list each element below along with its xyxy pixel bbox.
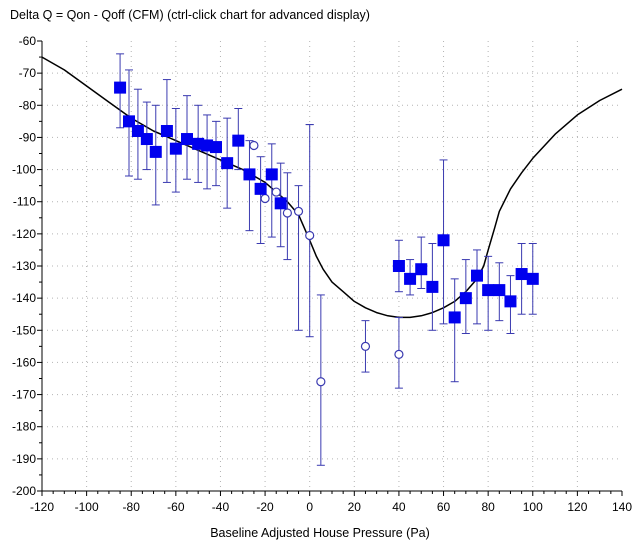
filled-data-point [265,168,278,181]
open-data-point [316,377,326,387]
axes: -120 -100 -80 -60 -40 -20 0 20 40 60 80 100 120 140-6… [12,34,632,514]
x-tick-label: -60 [167,500,185,514]
open-data-point [260,193,270,204]
y-tick-label: -160 [12,355,36,369]
open-data-point [249,140,259,151]
filled-data-point [471,269,483,282]
y-tick-label: -200 [12,484,36,498]
filled-data-point [131,125,144,137]
filled-data-point [274,197,287,210]
x-tick-label: 20 [348,500,362,514]
open-data-point [293,206,304,216]
filled-data-point [493,284,506,297]
filled-data-point [426,280,439,293]
filled-data-point [114,81,127,94]
x-tick-label: -20 [256,500,274,514]
x-tick-label: 40 [392,500,406,514]
y-tick-label: -110 [13,195,36,209]
filled-data-point [504,295,517,308]
filled-data-point [123,115,135,128]
filled-data-point [392,260,405,272]
filled-data-point [482,284,495,297]
filled-data-point [459,292,472,305]
filled-data-point [254,182,267,195]
filled-data-point [448,311,461,324]
open-data-point [282,208,292,218]
filled-data-point [243,168,256,181]
y-tick-label: -100 [12,163,36,177]
filled-data-point [515,268,528,281]
y-tick-label: -180 [12,420,36,434]
x-tick-label: -80 [123,500,141,514]
x-tick-label: 140 [612,500,632,514]
filled-data-point [169,142,182,155]
x-tick-label: -100 [75,500,99,514]
filled-data-point [232,134,245,147]
fit-curve [41,56,623,319]
error-bars [116,53,537,466]
x-tick-label: 120 [567,500,587,514]
filled-data-point [140,133,153,146]
filled-data-point [526,272,539,285]
filled-data-point [221,157,234,170]
fit-curve-layer [41,56,623,319]
chart-title: Delta Q = Qon - Qoff (CFM) (ctrl-click c… [10,8,370,22]
y-tick-label: -170 [12,388,36,402]
x-tick-label: 80 [481,500,495,514]
y-tick-label: -140 [12,291,36,305]
y-tick-label: -90 [19,130,37,144]
filled-data-point [149,145,162,158]
y-tick-label: -80 [19,98,37,112]
x-tick-label: 60 [437,500,451,514]
y-tick-label: -60 [19,34,37,48]
x-tick-label: -40 [212,500,230,514]
x-tick-label: 0 [306,500,313,514]
y-tick-label: -130 [12,259,36,273]
open-data-point [394,349,404,359]
x-axis-label: Baseline Adjusted House Pressure (Pa) [210,526,430,540]
y-tick-label: -150 [12,323,36,337]
open-data-point [271,187,281,197]
filled-data-point [437,234,450,247]
filled-data-point [160,125,173,137]
open-data-point [360,341,371,351]
filled-data-point [210,141,222,154]
open-data-point [305,230,315,241]
filled-data-point [415,263,428,276]
filled-data-point [181,133,193,146]
data-points [114,81,539,387]
x-tick-label: 100 [523,500,543,514]
y-tick-label: -190 [12,452,36,466]
y-tick-label: -120 [12,227,36,241]
y-tick-label: -70 [19,66,37,80]
x-tick-label: -120 [30,500,54,514]
filled-data-point [404,272,417,285]
